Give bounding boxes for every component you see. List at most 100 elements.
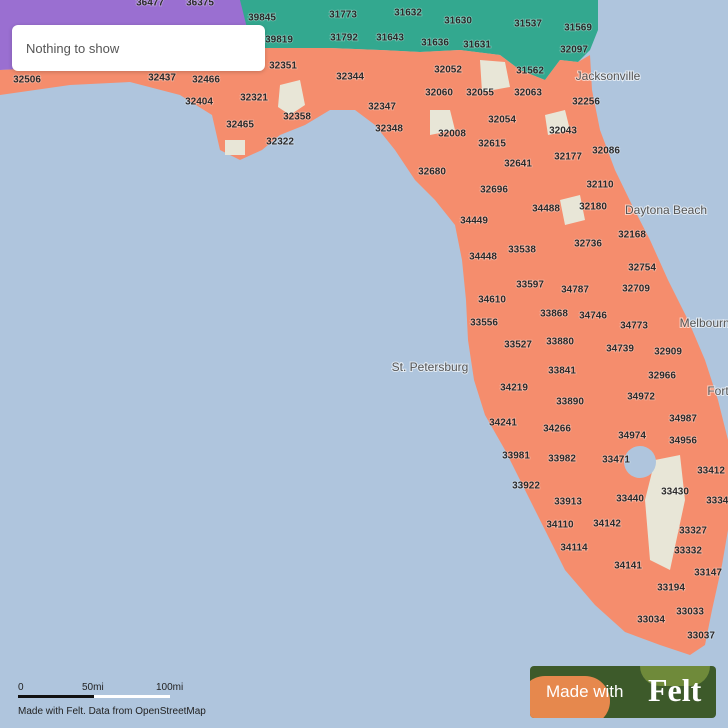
zip-label: 34987 bbox=[669, 414, 697, 425]
unpopulated-area bbox=[645, 455, 685, 570]
zip-label: 33922 bbox=[512, 481, 540, 492]
zip-label: 32680 bbox=[418, 167, 446, 178]
zip-label: 32966 bbox=[648, 371, 676, 382]
search-panel[interactable]: Nothing to show bbox=[12, 25, 265, 71]
zip-label: 31537 bbox=[514, 19, 542, 30]
zip-label: 32180 bbox=[579, 202, 607, 213]
zip-label: 34972 bbox=[627, 392, 655, 403]
zip-label: 32506 bbox=[13, 75, 41, 86]
zip-label: 32709 bbox=[622, 284, 650, 295]
zip-label: 32256 bbox=[572, 97, 600, 108]
zip-label: 33412 bbox=[697, 466, 725, 477]
unpopulated-area bbox=[225, 140, 245, 155]
zip-label: 33880 bbox=[546, 337, 574, 348]
zip-label: 31569 bbox=[564, 23, 592, 34]
zip-label: 32754 bbox=[628, 263, 656, 274]
zip-label: 33890 bbox=[556, 397, 584, 408]
zip-label: 33538 bbox=[508, 245, 536, 256]
florida-region bbox=[0, 48, 728, 655]
unpopulated-area bbox=[480, 60, 510, 92]
zip-label: 33982 bbox=[548, 454, 576, 465]
zip-label: 32465 bbox=[226, 120, 254, 131]
zip-label: 32063 bbox=[514, 88, 542, 99]
unpopulated-areas bbox=[225, 60, 685, 570]
scale-label: 0 bbox=[18, 682, 24, 693]
empty-message: Nothing to show bbox=[26, 41, 120, 56]
zip-label: 36375 bbox=[186, 0, 214, 9]
zip-label: 34448 bbox=[469, 252, 497, 263]
zip-label: 33033 bbox=[676, 607, 704, 618]
zip-label: 33527 bbox=[504, 340, 532, 351]
zip-label: 31792 bbox=[330, 33, 358, 44]
zip-label: 34142 bbox=[593, 519, 621, 530]
lake-okeechobee bbox=[624, 446, 656, 478]
zip-label: 33147 bbox=[694, 568, 722, 579]
badge-brand: Felt bbox=[648, 672, 702, 708]
zip-label: 34974 bbox=[618, 431, 646, 442]
zip-label: 32008 bbox=[438, 129, 466, 140]
city-label: Daytona Beach bbox=[625, 203, 707, 217]
zip-label: 31632 bbox=[394, 8, 422, 19]
zip-label: 32909 bbox=[654, 347, 682, 358]
zip-label: 33332 bbox=[674, 546, 702, 557]
zip-label: 34219 bbox=[500, 383, 528, 394]
badge-text: Made with bbox=[546, 682, 624, 701]
zip-label: 32344 bbox=[336, 72, 364, 83]
zip-label: 32097 bbox=[560, 45, 588, 56]
zip-label: 33471 bbox=[602, 455, 630, 466]
unpopulated-area bbox=[545, 110, 570, 135]
zip-label: 32466 bbox=[192, 75, 220, 86]
zip-label: 31631 bbox=[463, 40, 491, 51]
zip-label: 32168 bbox=[618, 230, 646, 241]
zip-label: 32054 bbox=[488, 115, 516, 126]
zip-label: 34266 bbox=[543, 424, 571, 435]
city-label: Fort bbox=[707, 384, 728, 398]
zip-label: 33981 bbox=[502, 451, 530, 462]
zip-label: 32060 bbox=[425, 88, 453, 99]
zip-label: 34110 bbox=[546, 520, 574, 531]
zip-label: 32348 bbox=[375, 124, 403, 135]
zip-label: 32696 bbox=[480, 185, 508, 196]
zip-label: 31773 bbox=[329, 10, 357, 21]
zip-label: 33597 bbox=[516, 280, 544, 291]
zip-label: 32322 bbox=[266, 137, 294, 148]
zip-label: 34787 bbox=[561, 285, 589, 296]
zip-label: 33034 bbox=[637, 615, 665, 626]
zip-label: 34241 bbox=[489, 418, 517, 429]
zip-label: 32615 bbox=[478, 139, 506, 150]
zip-label: 39819 bbox=[265, 35, 293, 46]
zip-label: 32086 bbox=[592, 146, 620, 157]
scale-label: 100mi bbox=[156, 682, 184, 693]
zip-label: 33327 bbox=[679, 526, 707, 537]
zip-label: 34449 bbox=[460, 216, 488, 227]
zip-label: 34956 bbox=[669, 436, 697, 447]
zip-label: 34746 bbox=[579, 311, 607, 322]
attribution: Made with Felt. Data from OpenStreetMap bbox=[18, 706, 206, 717]
scale-label: 50mi bbox=[82, 682, 104, 693]
zip-label: 32110 bbox=[586, 180, 614, 191]
unpopulated-area bbox=[560, 195, 585, 225]
zip-label: 33868 bbox=[540, 309, 568, 320]
scale-line bbox=[94, 695, 170, 698]
zip-label: 33037 bbox=[687, 631, 715, 642]
felt-badge[interactable]: Made with Felt bbox=[530, 666, 716, 718]
zip-label: 33430 bbox=[661, 487, 689, 498]
unpopulated-area bbox=[278, 80, 305, 115]
zip-label: 31562 bbox=[516, 66, 544, 77]
zip-label: 34773 bbox=[620, 321, 648, 332]
zip-label: 31630 bbox=[444, 16, 472, 27]
unpopulated-area bbox=[430, 110, 455, 135]
zip-label: 32404 bbox=[185, 97, 213, 108]
zip-label: 31636 bbox=[421, 38, 449, 49]
zip-label: 34739 bbox=[606, 344, 634, 355]
zip-label: 32321 bbox=[240, 93, 268, 104]
scale-bar: 0 50mi 100mi bbox=[18, 682, 188, 702]
zip-label: 32437 bbox=[148, 73, 176, 84]
zip-label: 34488 bbox=[532, 204, 560, 215]
zip-label: 32641 bbox=[504, 159, 532, 170]
zip-label: 33194 bbox=[657, 583, 685, 594]
zip-label: 32736 bbox=[574, 239, 602, 250]
city-label: St. Petersburg bbox=[392, 360, 469, 374]
